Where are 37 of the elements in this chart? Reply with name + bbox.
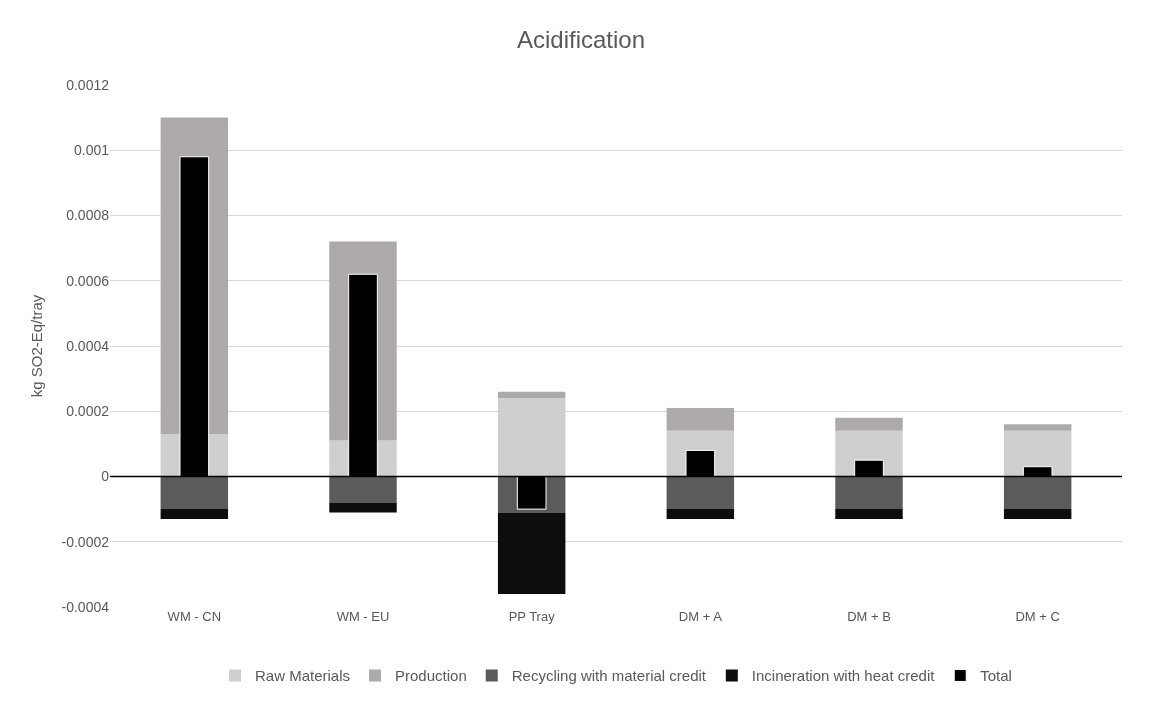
bar [835,509,903,519]
x-tick-label: WM - EU [336,609,390,624]
y-tick-label: -0.0004 [61,598,110,615]
bar [835,476,903,510]
legend-label: Total [980,667,1012,685]
bar [160,476,229,510]
bar [666,407,735,431]
legend-label: Production [395,667,467,685]
bar [666,476,735,510]
bar [329,502,397,513]
bar [666,509,735,519]
legend-label: Raw Materials [255,667,351,685]
y-tick-label: 0.001 [73,142,110,159]
y-tick-label: 0.0012 [66,76,110,93]
y-tick-label: 0.0002 [66,403,110,420]
y-tick-label: 0.0006 [66,272,110,289]
bar [1003,424,1072,431]
bar [835,417,903,431]
bar [1003,476,1072,510]
chart-title: Acidification [516,26,646,54]
bar [497,391,566,399]
bar [329,476,397,503]
x-tick-label: DM + A [678,609,723,624]
x-tick-label: DM + C [1015,609,1060,624]
y-tick-label: 0.0004 [66,337,110,354]
y-tick-label: -0.0002 [61,533,110,550]
legend-label: Recycling with material credit [511,667,707,685]
y-axis-title: kg SO2-Eq/tray [27,294,45,398]
bar [160,509,229,519]
x-tick-label: PP Tray [508,609,556,624]
x-tick-label: DM + B [847,609,891,624]
y-tick-label: 0.0008 [66,207,110,224]
y-tick-label: 0 [101,468,110,485]
bar [497,512,566,594]
bar [1003,509,1072,519]
x-tick-label: WM - CN [167,609,222,624]
legend-label: Incineration with heat credit [751,667,936,685]
